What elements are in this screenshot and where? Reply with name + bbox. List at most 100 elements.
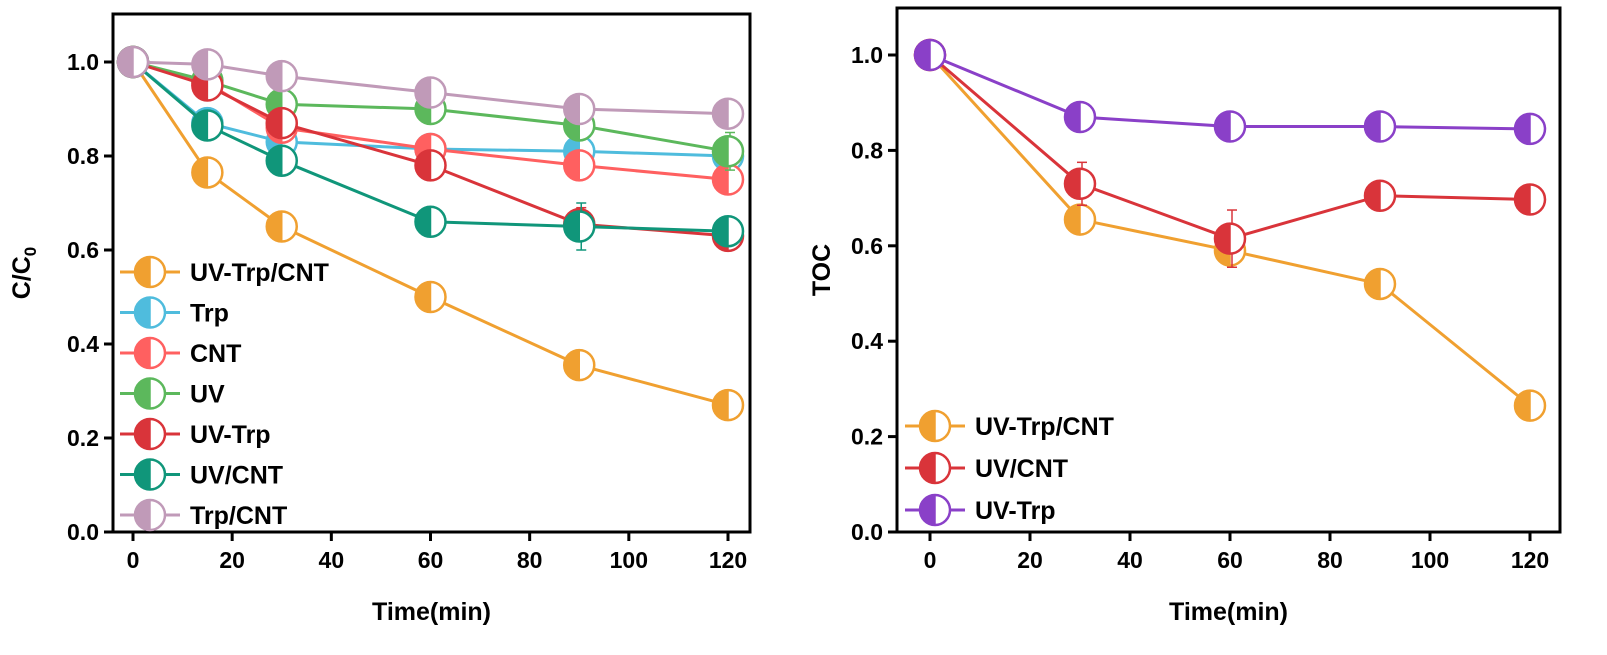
legend-label: Trp/CNT [190, 502, 287, 530]
data-point-fill [118, 47, 133, 77]
legend-item: UV/CNT [905, 451, 1068, 485]
right-ticks: 0 20 40 60 80 100 120 0.0 0.2 0.4 0.6 0.8 1.0 [851, 42, 1549, 573]
data-point-fill [1065, 168, 1080, 199]
y-tick-label: 0.2 [67, 425, 99, 451]
legend-marker-fill [135, 459, 150, 490]
legend-label: UV-Trp [975, 497, 1056, 525]
legend-item: Trp [120, 296, 229, 329]
data-point-fill [415, 77, 431, 108]
data-point [711, 214, 745, 248]
legend-marker-fill [135, 500, 150, 530]
right-chart-panel: 0 20 40 60 80 100 120 0.0 0.2 0.4 0.6 0.8 1.0 Time(m… [808, 6, 1562, 626]
left-y-axis-title-sub: 0 [21, 247, 40, 256]
data-point [265, 144, 298, 177]
y-tick-label: 0.8 [67, 143, 99, 169]
right-y-axis-title: TOC [808, 244, 836, 296]
data-point [1513, 183, 1547, 216]
data-point [414, 149, 447, 182]
x-tick-label: 80 [517, 547, 543, 573]
data-point [1363, 179, 1397, 212]
legend-marker [133, 296, 167, 329]
data-point [563, 92, 596, 126]
data-point-fill [1365, 180, 1380, 211]
data-point-fill [1065, 204, 1080, 235]
series-line [929, 53, 1531, 241]
y-tick-label: 0.4 [67, 331, 99, 357]
x-tick-label: 60 [1217, 547, 1243, 573]
legend-marker-fill [135, 338, 150, 368]
x-tick-label: 40 [1117, 547, 1143, 573]
legend-label: UV-Trp [190, 421, 271, 449]
y-tick-label: 1.0 [851, 42, 883, 68]
data-point [1513, 389, 1547, 422]
legend-item: UV-Trp/CNT [905, 409, 1114, 443]
legend-label: UV-Trp/CNT [190, 259, 329, 287]
legend-label: UV [190, 381, 225, 409]
legend-marker [133, 417, 167, 451]
series-uv-cnt [913, 38, 1547, 269]
x-tick-label: 120 [1511, 547, 1549, 573]
data-point [1363, 267, 1397, 301]
data-point [711, 163, 745, 196]
data-point [1213, 110, 1247, 143]
left-ticks: 0 20 40 60 80 100 120 0.0 0.2 0.4 0.6 0.8 1.0 [67, 49, 747, 573]
data-point-fill [1215, 223, 1230, 254]
data-point-fill [1065, 102, 1080, 133]
series-uv-trp [913, 38, 1547, 146]
data-point-fill [1515, 184, 1530, 215]
data-point [1063, 167, 1097, 201]
series-line [132, 60, 729, 233]
data-point-fill [713, 136, 728, 167]
data-point-fill [564, 94, 580, 125]
y-tick-label: 0.2 [851, 424, 883, 450]
legend-marker-fill [135, 297, 150, 328]
data-point-fill [415, 206, 431, 237]
legend-marker [133, 377, 167, 410]
data-point-fill [713, 98, 728, 129]
data-point-fill [1515, 113, 1530, 144]
data-point [414, 76, 447, 109]
data-point [563, 348, 596, 382]
data-point [191, 48, 224, 81]
data-point [1063, 203, 1097, 236]
data-point [1063, 100, 1097, 134]
data-point-fill [564, 211, 580, 242]
data-point-fill [266, 108, 282, 139]
x-tick-label: 40 [319, 547, 345, 573]
x-tick-label: 0 [127, 547, 140, 573]
legend-marker [133, 255, 167, 289]
data-point [711, 135, 745, 168]
legend-marker [133, 336, 167, 370]
left-legend: UV-Trp/CNT Trp CNT UV UV-Trp UV/CNT Trp/CNT [120, 255, 329, 532]
y-tick-label: 1.0 [67, 49, 99, 75]
series-trp-cnt [116, 45, 745, 130]
legend-marker-fill [135, 378, 150, 409]
legend-marker [133, 498, 167, 532]
right-series-layer [913, 38, 1547, 422]
data-point-fill [266, 61, 282, 92]
left-x-axis-title: Time(min) [372, 598, 491, 626]
x-tick-label: 20 [1017, 547, 1043, 573]
data-point-fill [415, 150, 431, 181]
data-point-fill [564, 150, 580, 181]
data-point-fill [266, 145, 282, 176]
y-tick-label: 0.0 [67, 519, 99, 545]
data-point [1213, 222, 1247, 255]
data-point-fill [1365, 111, 1380, 142]
data-point [191, 109, 224, 142]
x-tick-label: 60 [418, 547, 444, 573]
x-tick-label: 0 [924, 547, 937, 573]
legend-marker-fill [920, 495, 935, 525]
left-chart-panel: 0 20 40 60 80 100 120 0.0 0.2 0.4 0.6 0.8 1.0 Time(m… [8, 12, 752, 626]
legend-marker-fill [135, 257, 150, 287]
data-point [711, 97, 745, 130]
data-point-fill [564, 350, 580, 381]
x-tick-label: 100 [1411, 547, 1449, 573]
legend-label: Trp [190, 300, 229, 328]
left-y-axis-title: C/C0 [8, 247, 40, 300]
legend-item: UV/CNT [120, 458, 283, 491]
data-point [563, 210, 596, 243]
data-point-fill [1215, 111, 1230, 142]
y-tick-label: 0.4 [851, 328, 883, 354]
